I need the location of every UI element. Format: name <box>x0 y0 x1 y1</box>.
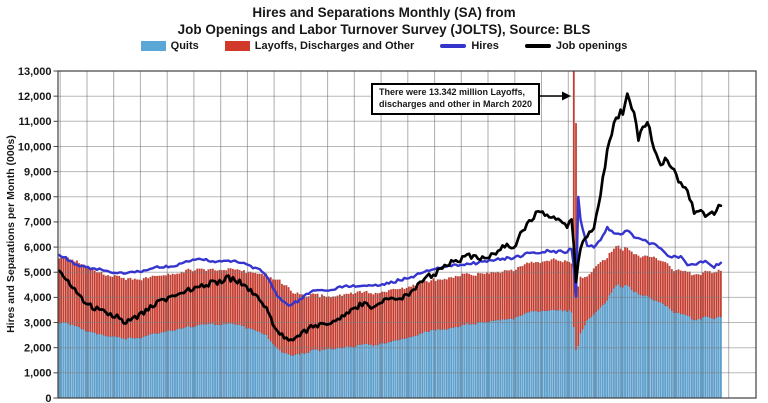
gridlines <box>58 71 756 398</box>
legend-item-job-openings: Job openings <box>524 40 628 52</box>
quits-swatch-icon <box>140 41 166 51</box>
svg-text:13,000: 13,000 <box>18 66 52 78</box>
svg-text:11,000: 11,000 <box>18 116 51 128</box>
svg-text:3,000: 3,000 <box>24 317 52 329</box>
chart-title-line-2: Job Openings and Labor Turnover Survey (… <box>177 21 591 37</box>
svg-text:6,000: 6,000 <box>24 242 52 254</box>
annotation-line-2: discharges and other in March 2020 <box>379 98 533 109</box>
svg-text:9,000: 9,000 <box>24 166 52 178</box>
layoffs-swatch-icon <box>224 41 250 51</box>
svg-text:2,000: 2,000 <box>24 343 52 355</box>
chart-title: Hires and Separations Monthly (SA) from … <box>0 5 768 38</box>
annotation-box: There were 13.342 million Layoffs, disch… <box>371 83 541 115</box>
legend-label-job-openings: Job openings <box>555 40 628 52</box>
svg-text:4,000: 4,000 <box>24 292 52 304</box>
annotation-arrow <box>535 91 571 101</box>
hires-line-swatch-icon <box>440 44 467 48</box>
svg-text:10,000: 10,000 <box>18 141 52 153</box>
legend-label-quits: Quits <box>170 40 199 52</box>
svg-text:12,000: 12,000 <box>18 91 52 103</box>
y-axis-tick-labels: 13,000 12,000 11,000 10,000 9,000 8,000 7,000 6… <box>18 66 58 403</box>
legend-item-quits: Quits <box>140 40 199 52</box>
plot-border <box>57 70 757 399</box>
svg-text:0: 0 <box>45 393 51 403</box>
svg-text:7,000: 7,000 <box>24 217 52 229</box>
legend-label-layoffs: Layoffs, Discharges and Other <box>254 40 415 52</box>
svg-text:8,000: 8,000 <box>24 192 52 204</box>
y-axis-title: Hires and Separations per Month (000s) <box>5 135 17 333</box>
legend-item-hires: Hires <box>440 40 499 52</box>
svg-text:5,000: 5,000 <box>24 267 52 279</box>
annotation-line-1: There were 13.342 million Layoffs, <box>379 87 526 97</box>
job-openings-line-swatch-icon <box>524 44 551 48</box>
svg-text:1,000: 1,000 <box>24 368 52 380</box>
chart-title-line-1: Hires and Separations Monthly (SA) from <box>252 5 516 20</box>
chart-legend: Quits Layoffs, Discharges and Other Hire… <box>0 40 768 52</box>
legend-label-hires: Hires <box>471 40 499 52</box>
job-openings-line <box>57 92 723 342</box>
legend-item-layoffs: Layoffs, Discharges and Other <box>224 40 415 52</box>
hires-line <box>57 195 723 307</box>
